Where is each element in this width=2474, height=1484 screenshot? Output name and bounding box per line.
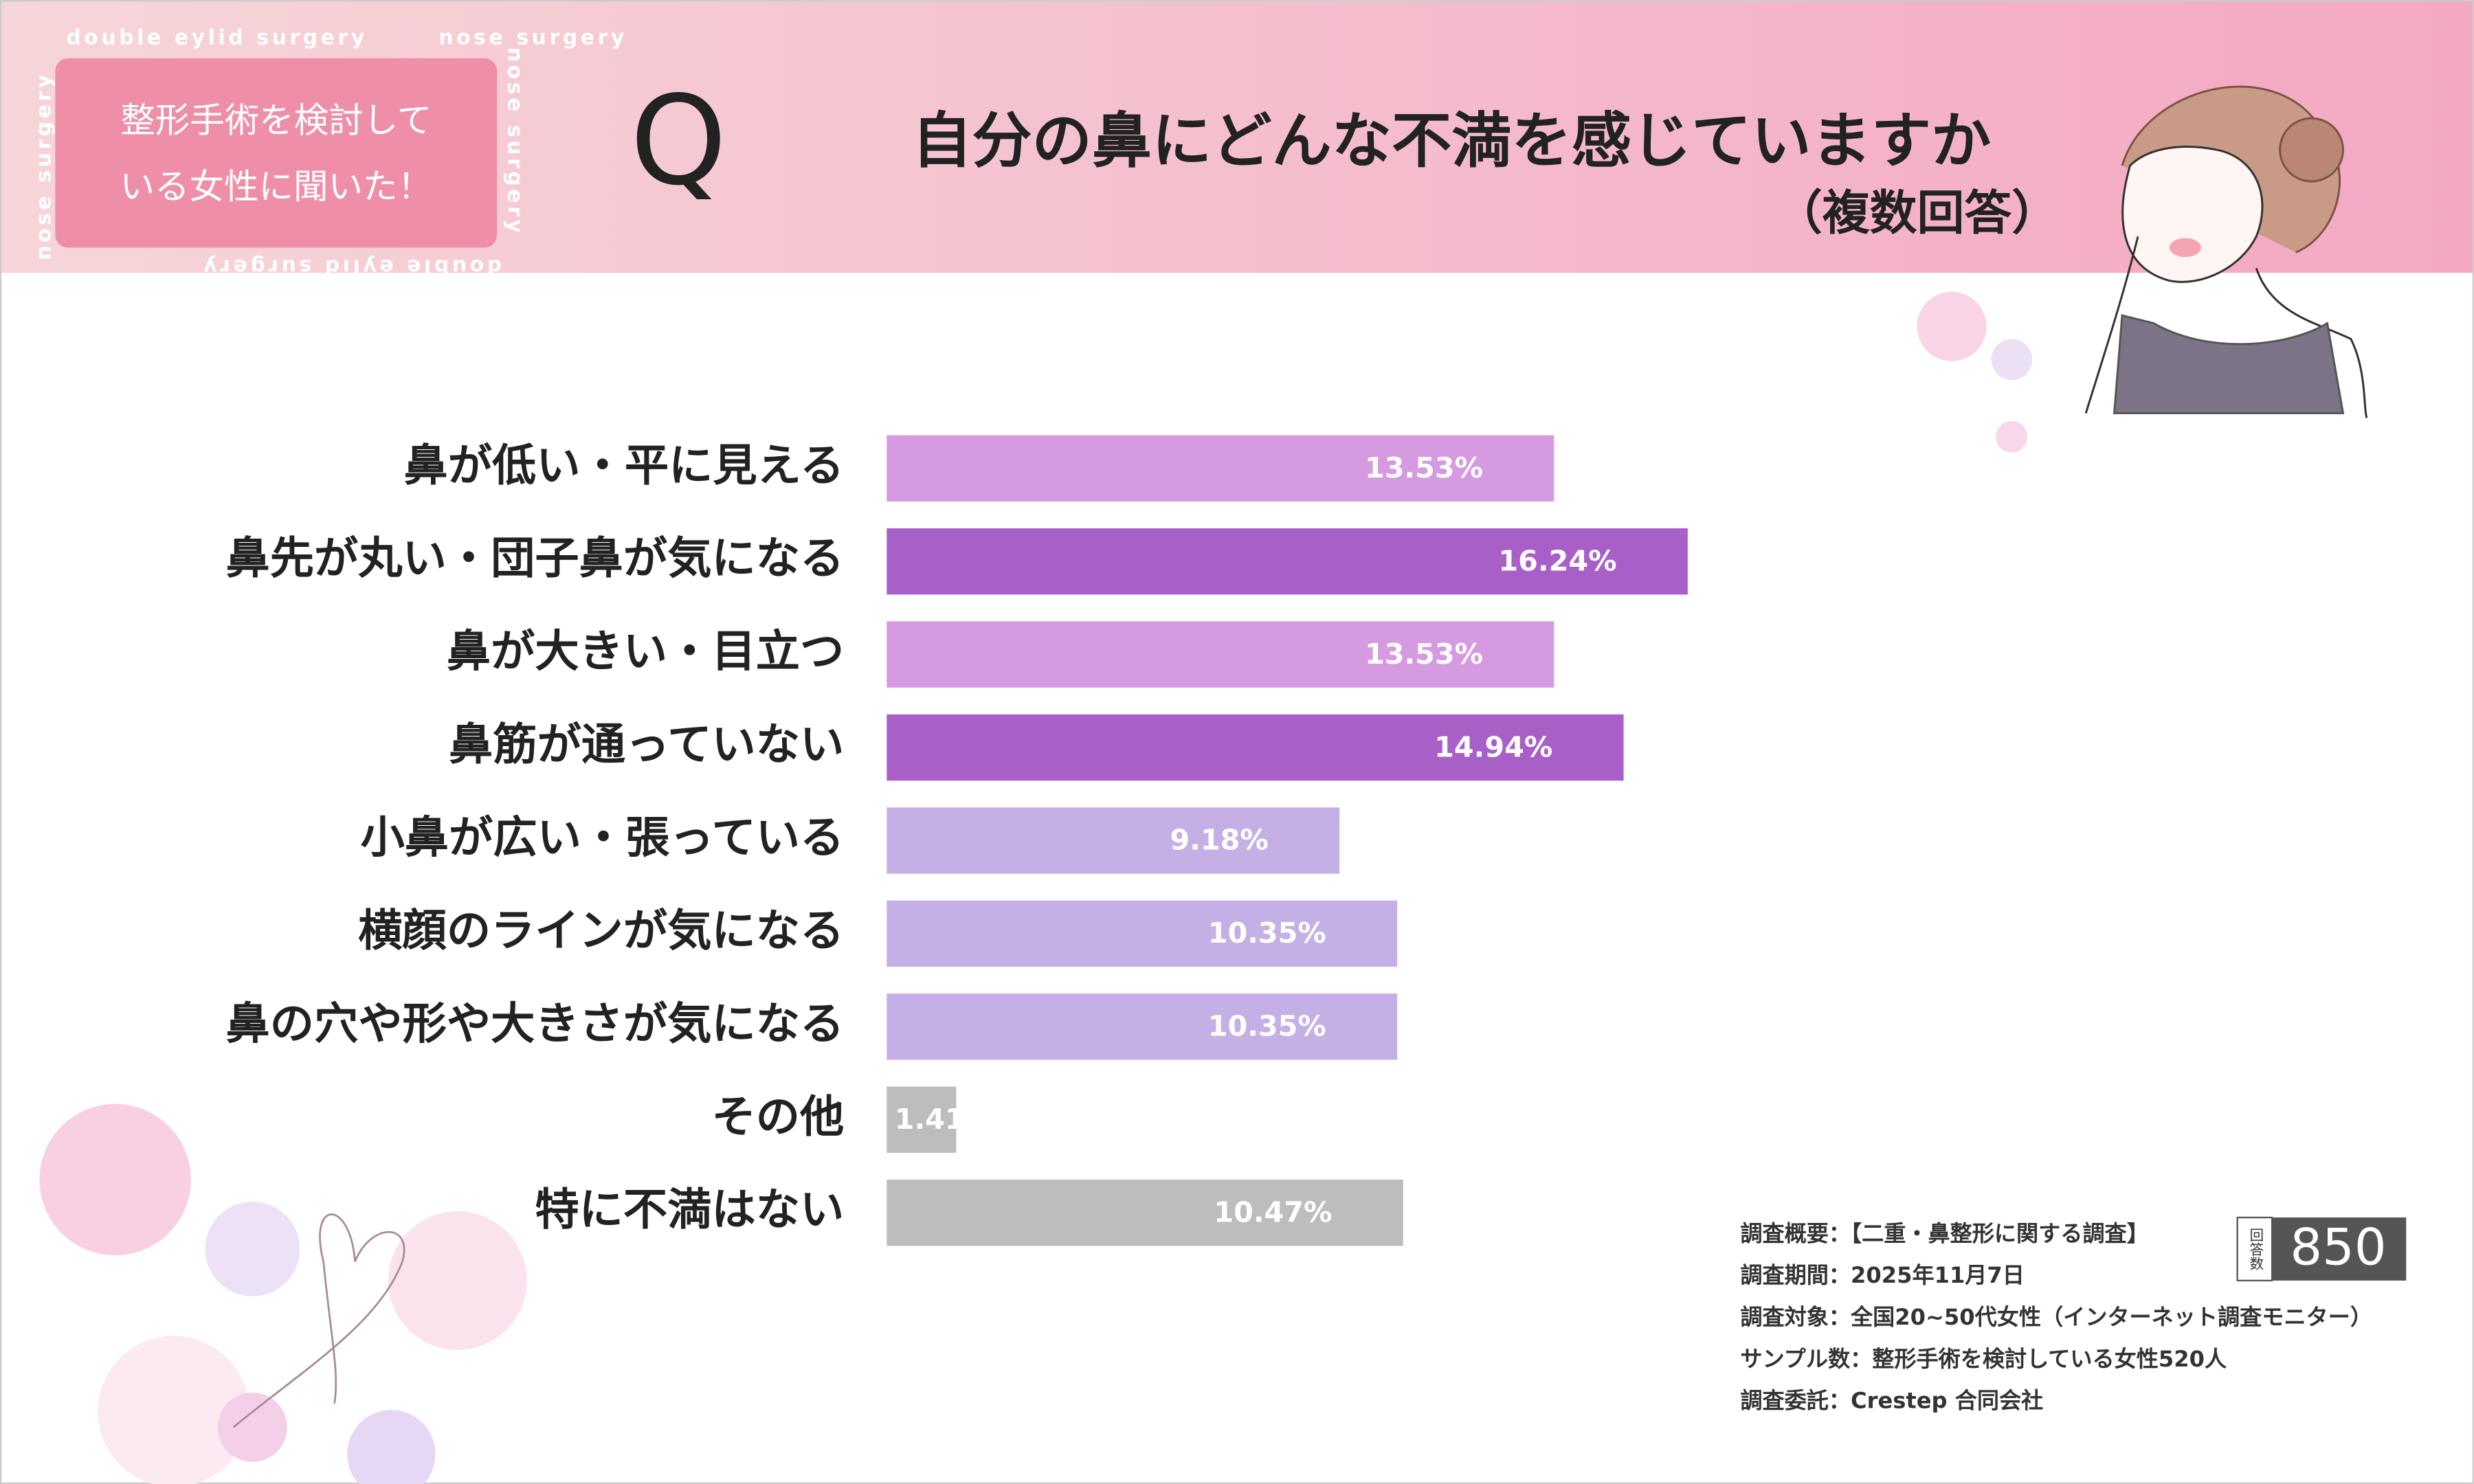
answer-count: 850 xyxy=(2290,1218,2386,1277)
note-line: 調査概要：【二重・鼻整形に関する調査】 xyxy=(1740,1220,2148,1246)
bar xyxy=(887,900,1398,967)
value-label: 14.94% xyxy=(1434,730,1552,763)
value-label: 9.18% xyxy=(1170,824,1268,857)
category-label: 特に不満はない xyxy=(535,1184,844,1236)
category-label: 鼻が大きい・目立つ xyxy=(447,626,844,677)
badge-line: いる女性に聞いた！ xyxy=(120,166,433,207)
badge xyxy=(55,58,498,248)
decor-text: nose surgery xyxy=(502,47,526,236)
illustration xyxy=(2084,85,2368,418)
category-label: その他 xyxy=(711,1091,844,1143)
note-line: 調査期間：2025年11月7日 xyxy=(1740,1262,2025,1288)
answer-box xyxy=(2272,1217,2407,1281)
note-line: 調査委託：Crestep 合同会社 xyxy=(1740,1388,2043,1414)
bar-chart: 鼻が低い・平に見える 13.53% 鼻先が丸い・団子鼻が気になる 16.24% 鼻が大き… xyxy=(225,435,1688,1246)
decor-circles xyxy=(39,291,2033,1484)
bar xyxy=(887,993,1398,1060)
decor-text: double eylid surgery xyxy=(66,25,367,49)
category-label: 鼻の穴や形や大きさが気になる xyxy=(225,998,844,1050)
value-label: 10.35% xyxy=(1208,917,1326,949)
bar xyxy=(887,807,1340,874)
value-label: 16.24% xyxy=(1498,544,1616,577)
value-label: 13.53% xyxy=(1365,451,1483,484)
bar xyxy=(887,1086,957,1153)
category-label: 鼻先が丸い・団子鼻が気になる xyxy=(225,533,844,585)
value-label: 13.53% xyxy=(1365,638,1483,671)
badge-line: 整形手術を検討して xyxy=(120,100,432,141)
value-label: 10.35% xyxy=(1208,1010,1326,1043)
bar xyxy=(887,621,1554,688)
chart-subtitle: （複数回答） xyxy=(1775,186,2059,241)
decor-text: nose surgery xyxy=(438,25,627,49)
category-label: 鼻が低い・平に見える xyxy=(404,440,845,491)
decor-text: nose surgery xyxy=(32,71,56,260)
bar xyxy=(887,1179,1403,1246)
chart-title: 自分の鼻にどんな不満を感じていますか xyxy=(912,106,1991,176)
bar xyxy=(887,435,1554,502)
decor-text: double eylid surgery xyxy=(201,255,502,279)
answer-label: 回答数 xyxy=(2247,1228,2264,1270)
category-label: 鼻筋が通っていない xyxy=(449,719,844,771)
value-label: 10.47% xyxy=(1214,1195,1332,1228)
value-label: 1.41% xyxy=(895,1103,993,1136)
notes: 調査概要：【二重・鼻整形に関する調査】調査期間：2025年11月7日調査対象：全… xyxy=(1740,1220,2372,1413)
bar xyxy=(887,528,1688,595)
note-line: サンプル数：整形手術を検討している女性520人 xyxy=(1740,1346,2227,1372)
category-label: 横顔のラインが気になる xyxy=(358,905,844,956)
bar xyxy=(887,714,1624,781)
note-line: 調査対象：全国20~50代女性（インターネット調査モニター） xyxy=(1740,1304,2372,1330)
q-mark: Q xyxy=(630,70,727,213)
category-label: 小鼻が広い・張っている xyxy=(361,812,845,864)
